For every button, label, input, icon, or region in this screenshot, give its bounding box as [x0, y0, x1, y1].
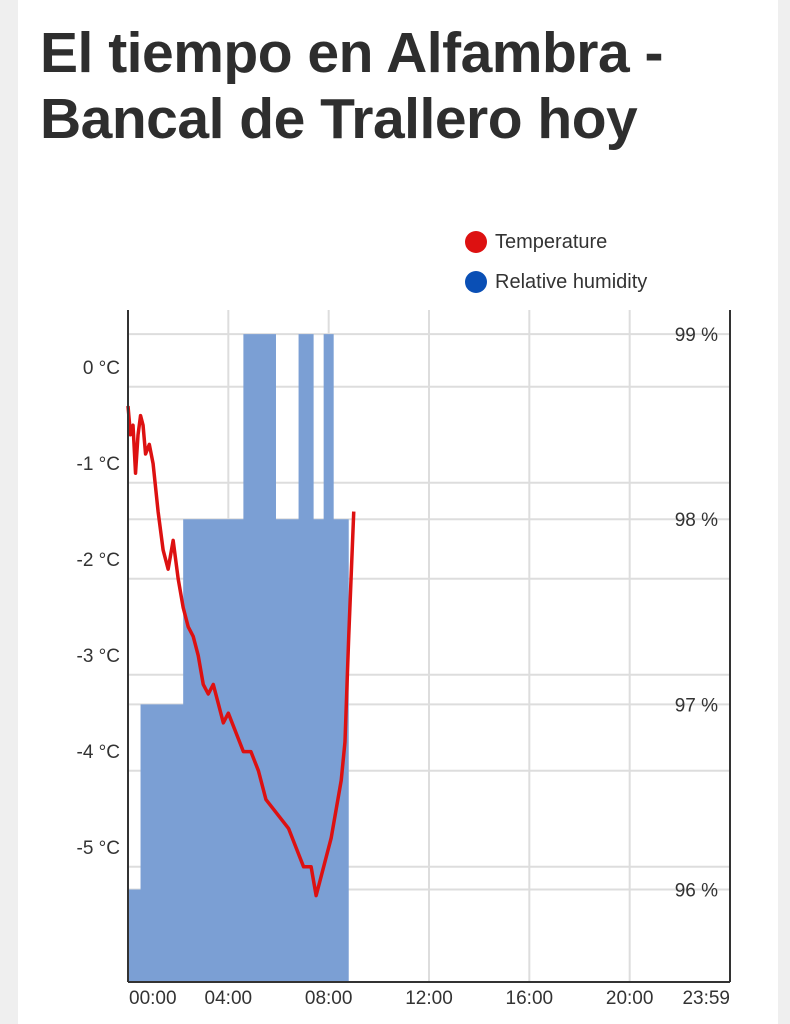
humidity-area — [128, 334, 354, 982]
x-tick-label: 12:00 — [405, 988, 453, 1009]
y-right-tick-label: 97 % — [675, 695, 718, 716]
x-tick-label: 00:00 — [129, 988, 177, 1009]
y-left-tick-label: 0 °C — [83, 358, 120, 379]
temperature-line — [126, 405, 356, 898]
y-right-tick-label: 96 % — [675, 880, 718, 901]
y-left-tick-label: -5 °C — [77, 838, 121, 859]
legend-temperature-label: Temperature — [495, 230, 608, 253]
legend-humidity-label: Relative humidity — [495, 270, 648, 293]
y-left-tick-label: -1 °C — [77, 454, 121, 475]
x-tick-label: 04:00 — [205, 988, 253, 1009]
x-tick-label: 16:00 — [506, 988, 554, 1009]
legend-temperature-dot-icon — [465, 231, 487, 253]
y-left-tick-label: -3 °C — [77, 646, 121, 667]
legend-humidity-dot-icon — [465, 271, 487, 293]
x-tick-label: 20:00 — [606, 988, 654, 1009]
x-tick-label: 08:00 — [305, 988, 353, 1009]
y-left-tick-label: -2 °C — [77, 550, 121, 571]
legend-item-temperature[interactable]: Temperature — [465, 222, 647, 262]
y-left-tick-label: -4 °C — [77, 742, 121, 763]
page-title: El tiempo en Alfambra - Bancal de Tralle… — [40, 21, 664, 151]
legend-item-humidity[interactable]: Relative humidity — [465, 262, 647, 302]
y-right-tick-label: 99 % — [675, 325, 718, 346]
chart-legend: Temperature Relative humidity — [465, 222, 647, 302]
y-right-tick-label: 98 % — [675, 510, 718, 531]
x-tick-label: 23:59 — [682, 988, 730, 1009]
